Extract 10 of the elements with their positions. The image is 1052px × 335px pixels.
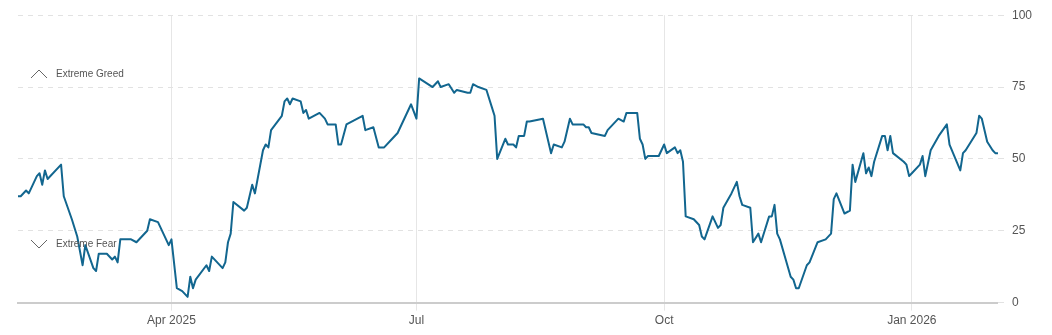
y-tick-label: 100 — [1011, 7, 1033, 22]
annotation: Extreme Greed — [56, 68, 124, 79]
x-tick-label: Jul — [408, 313, 425, 328]
x-tick-label: Apr 2025 — [147, 313, 197, 328]
y-tick-label: 25 — [1011, 223, 1026, 238]
x-tick-label: Jan 2026 — [887, 313, 937, 328]
y-tick-label: 75 — [1011, 79, 1026, 94]
y-tick-label: 0 — [1011, 294, 1019, 309]
y-tick-label: 50 — [1011, 151, 1026, 166]
x-tick-label: Oct — [654, 313, 675, 328]
